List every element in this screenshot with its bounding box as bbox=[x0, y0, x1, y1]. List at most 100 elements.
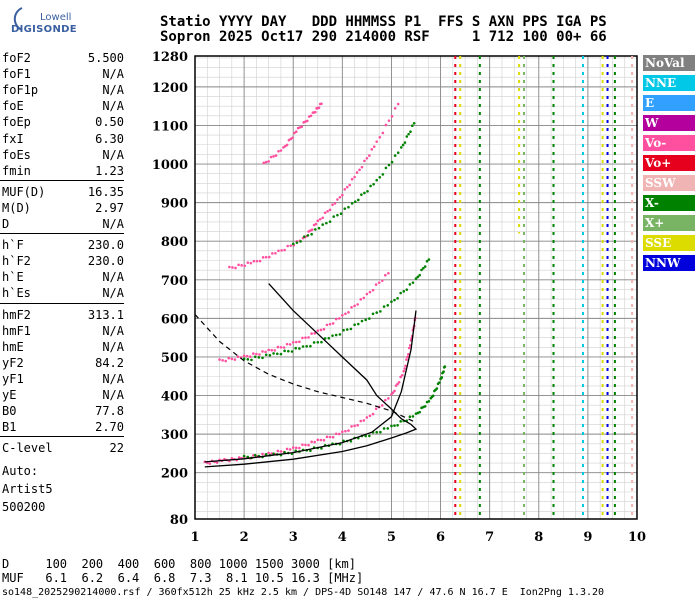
x-tick-label: 9 bbox=[583, 530, 592, 545]
y-tick-label: 200 bbox=[161, 467, 188, 482]
x-tick-label: 1 bbox=[190, 530, 199, 545]
legend-item: W bbox=[643, 115, 695, 131]
echo-point bbox=[393, 154, 397, 157]
echo-point bbox=[371, 288, 375, 292]
echo-point bbox=[285, 447, 289, 451]
echo-point bbox=[258, 259, 262, 263]
echo-point bbox=[289, 244, 293, 247]
echo-point bbox=[336, 198, 339, 201]
autoscaling-line1: Auto: bbox=[2, 464, 39, 479]
x-tick-label: 6 bbox=[436, 530, 445, 545]
echo-point bbox=[363, 191, 366, 195]
echo-point bbox=[275, 352, 279, 356]
echo-point bbox=[341, 313, 344, 317]
echo-point bbox=[355, 171, 359, 174]
echo-point bbox=[257, 356, 261, 359]
param-row: foF1p N/A bbox=[2, 82, 124, 98]
echo-point bbox=[322, 438, 326, 442]
echo-point bbox=[375, 178, 379, 182]
echo-point bbox=[300, 125, 304, 128]
echo-point bbox=[380, 404, 384, 407]
echo-point bbox=[316, 219, 320, 223]
echo-point bbox=[331, 322, 335, 325]
param-row: foEp 0.50 bbox=[2, 114, 124, 130]
param-value: N/A bbox=[102, 371, 124, 386]
echo-point bbox=[386, 304, 390, 307]
echo-point bbox=[276, 345, 280, 349]
param-row: foEs N/A bbox=[2, 147, 124, 163]
echo-point bbox=[344, 312, 347, 316]
echo-point bbox=[317, 226, 321, 230]
echo-point bbox=[334, 317, 338, 321]
echo-point bbox=[423, 405, 427, 408]
echo-point bbox=[255, 259, 259, 263]
echo-point bbox=[364, 434, 367, 438]
echo-point bbox=[382, 427, 386, 430]
param-value: N/A bbox=[102, 83, 124, 98]
echo-point bbox=[405, 135, 409, 138]
x-tick-label: 4 bbox=[338, 530, 347, 545]
param-value: 84.2 bbox=[95, 355, 124, 370]
param-value: N/A bbox=[102, 217, 124, 231]
echo-point bbox=[262, 161, 266, 165]
echo-point bbox=[347, 311, 350, 314]
echo-point bbox=[334, 333, 338, 337]
y-tick-label: 400 bbox=[161, 390, 188, 405]
param-name: foE bbox=[2, 99, 24, 114]
autoscaling-line2: Artist5 bbox=[2, 482, 53, 497]
echo-point bbox=[310, 232, 313, 236]
echo-point bbox=[279, 352, 283, 356]
echo-point bbox=[406, 355, 409, 359]
echo-point bbox=[431, 394, 435, 398]
echo-point bbox=[287, 138, 291, 142]
echo-point bbox=[379, 310, 382, 313]
echo-point bbox=[359, 419, 363, 423]
param-name: C-level bbox=[2, 441, 53, 456]
echo-point bbox=[283, 144, 287, 148]
echo-point bbox=[334, 432, 338, 436]
logo-lowell: Lowell bbox=[40, 12, 72, 23]
echo-point bbox=[316, 340, 320, 344]
echo-point bbox=[294, 340, 298, 344]
param-name: B1 bbox=[2, 420, 17, 435]
echo-point bbox=[409, 130, 412, 134]
echo-point bbox=[405, 288, 409, 291]
echo-point bbox=[407, 352, 410, 356]
echo-point bbox=[304, 443, 307, 447]
echo-point bbox=[231, 266, 234, 269]
x-tick-label: 3 bbox=[289, 530, 298, 545]
echo-point bbox=[427, 400, 431, 403]
echo-point bbox=[344, 429, 347, 433]
echo-point bbox=[290, 350, 294, 353]
param-name: foF1p bbox=[2, 83, 39, 98]
footer-muf-row: MUF 6.1 6.2 6.4 6.8 7.3 8.1 10.5 16.3 [M… bbox=[2, 571, 364, 585]
echo-point bbox=[425, 259, 429, 263]
echo-point bbox=[307, 443, 310, 447]
echo-point bbox=[350, 202, 354, 205]
echo-point bbox=[236, 355, 240, 359]
echo-point bbox=[310, 228, 314, 231]
echo-point bbox=[377, 281, 381, 284]
echo-point bbox=[390, 424, 393, 428]
echo-point bbox=[261, 350, 264, 353]
echo-point bbox=[347, 205, 350, 209]
echo-point bbox=[237, 263, 240, 267]
echo-point bbox=[269, 155, 273, 159]
param-name: h`F2 bbox=[2, 254, 31, 269]
echo-point bbox=[345, 185, 349, 189]
echo-point bbox=[374, 407, 378, 411]
echo-point bbox=[316, 329, 320, 332]
echo-point bbox=[404, 364, 407, 368]
param-value: 230.0 bbox=[87, 238, 124, 253]
echo-point bbox=[325, 221, 328, 225]
echo-point bbox=[390, 114, 394, 118]
echo-point bbox=[328, 435, 332, 439]
echo-point bbox=[403, 141, 407, 144]
echo-point bbox=[309, 449, 312, 453]
echo-point bbox=[306, 234, 310, 237]
echo-point bbox=[378, 135, 382, 139]
echo-point bbox=[353, 424, 356, 428]
param-value: 16.35 bbox=[87, 184, 124, 199]
param-name: foEs bbox=[2, 147, 31, 162]
param-name: foF2 bbox=[2, 51, 31, 65]
